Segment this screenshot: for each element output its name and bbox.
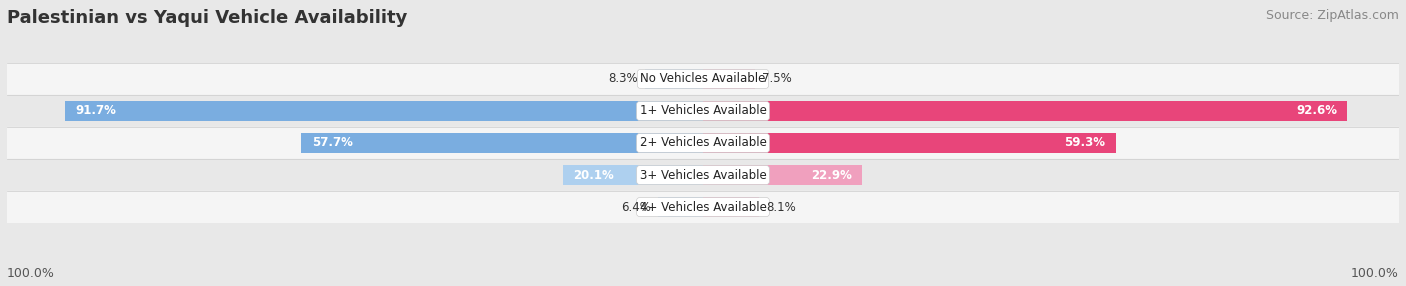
Text: 59.3%: 59.3% (1064, 136, 1105, 150)
Text: 6.4%: 6.4% (621, 200, 651, 214)
Text: Palestinian vs Yaqui Vehicle Availability: Palestinian vs Yaqui Vehicle Availabilit… (7, 9, 408, 27)
Bar (65, 101, 703, 121)
Bar (301, 133, 703, 153)
Bar (564, 165, 703, 185)
Text: 100.0%: 100.0% (1351, 267, 1399, 280)
Text: 1+ Vehicles Available: 1+ Vehicles Available (640, 104, 766, 118)
Bar (7, 191, 1399, 223)
Bar (703, 165, 862, 185)
Text: 20.1%: 20.1% (574, 168, 614, 182)
Text: 2+ Vehicles Available: 2+ Vehicles Available (640, 136, 766, 150)
Text: 8.1%: 8.1% (766, 200, 796, 214)
Text: 92.6%: 92.6% (1296, 104, 1337, 118)
Bar (703, 133, 1116, 153)
Text: No Vehicles Available: No Vehicles Available (640, 72, 766, 86)
Text: 7.5%: 7.5% (762, 72, 792, 86)
Text: 22.9%: 22.9% (811, 168, 852, 182)
Text: 8.3%: 8.3% (609, 72, 638, 86)
Bar (7, 63, 1399, 95)
Text: 4+ Vehicles Available: 4+ Vehicles Available (640, 200, 766, 214)
Text: 91.7%: 91.7% (76, 104, 117, 118)
Bar (703, 101, 1347, 121)
Bar (703, 69, 755, 89)
Text: Source: ZipAtlas.com: Source: ZipAtlas.com (1265, 9, 1399, 21)
Bar (645, 69, 703, 89)
Bar (7, 127, 1399, 159)
Bar (703, 197, 759, 217)
Text: 57.7%: 57.7% (312, 136, 353, 150)
Bar (7, 159, 1399, 191)
Text: 100.0%: 100.0% (7, 267, 55, 280)
Text: 3+ Vehicles Available: 3+ Vehicles Available (640, 168, 766, 182)
Bar (658, 197, 703, 217)
Bar (7, 95, 1399, 127)
